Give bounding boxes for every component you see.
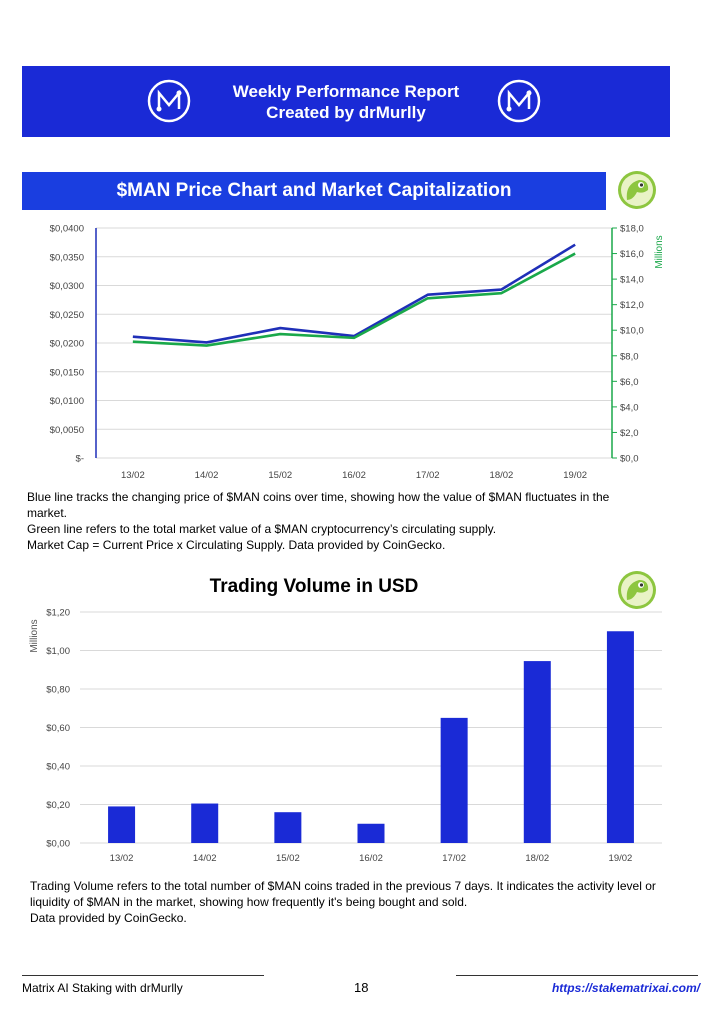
y2-tick-label: $14,0 (620, 275, 644, 286)
x-tick-label: 18/02 (490, 470, 514, 481)
x-tick-label: 14/02 (195, 470, 219, 481)
matrix-logo-icon (147, 79, 191, 123)
banner-title: Weekly Performance Report Created by drM… (233, 81, 459, 123)
volume-bar (274, 812, 302, 843)
y2-tick-label: $10,0 (620, 326, 644, 337)
price-marketcap-chart: $- $0,0050 $0,0100 $0,0150 $0,0200 $0,0250 $0,… (50, 224, 665, 482)
footer-divider (456, 975, 698, 976)
x-tick-label: 19/02 (609, 853, 633, 864)
y-tick-label: $0,0100 (50, 396, 84, 407)
y2-tick-label: $12,0 (620, 300, 644, 311)
y2-tick-label: $6,0 (620, 377, 639, 388)
y2-tick-label: $16,0 (620, 249, 644, 260)
y-tick-label: $1,20 (46, 608, 70, 619)
x-tick-label: 14/02 (193, 853, 217, 864)
y-tick-label: $0,00 (46, 839, 70, 850)
y-tick-label: $0,0250 (50, 310, 84, 321)
x-tick-label: 17/02 (442, 853, 466, 864)
y-tick-label: $0,20 (46, 800, 70, 811)
y-tick-label: $0,0050 (50, 425, 84, 436)
y-tick-label: $0,0300 (50, 281, 84, 292)
x-tick-label: 13/02 (110, 853, 134, 864)
y-tick-label: $0,0400 (50, 224, 84, 235)
y2-tick-label: $2,0 (620, 428, 639, 439)
caption-line: Trading Volume refers to the total numbe… (30, 879, 656, 909)
volume-bar (191, 803, 219, 843)
y-tick-label: $0,80 (46, 685, 70, 696)
footer-link[interactable]: https://stakematrixai.com/ (551, 981, 700, 995)
marketcap-series-line (132, 252, 576, 347)
y-tick-label: $1,00 (46, 646, 70, 657)
footer-divider (22, 975, 264, 976)
volume-bar (440, 717, 468, 843)
matrix-logo-icon (497, 79, 541, 123)
x-tick-label: 15/02 (276, 853, 300, 864)
y-tick-label: $0,0200 (50, 339, 84, 350)
price-series-line (132, 243, 576, 344)
footer-left-text: Matrix AI Staking with drMurlly (22, 981, 183, 995)
report-banner: Weekly Performance Report Created by drM… (22, 66, 670, 137)
caption-line: Data provided by CoinGecko. (30, 911, 187, 925)
volume-chart-caption: Trading Volume refers to the total numbe… (30, 878, 670, 926)
caption-line: Market Cap = Current Price x Circulating… (27, 538, 446, 552)
x-tick-label: 17/02 (416, 470, 440, 481)
x-tick-label: 13/02 (121, 470, 145, 481)
banner-line-2: Created by drMurlly (266, 102, 426, 122)
page-number: 18 (354, 980, 369, 995)
x-tick-label: 18/02 (525, 853, 549, 864)
y-tick-label: $0,40 (46, 762, 70, 773)
x-tick-label: 16/02 (359, 853, 383, 864)
y-tick-label: $0,0350 (50, 252, 84, 263)
volume-chart-title: Trading Volume in USD (209, 576, 419, 597)
x-tick-label: 19/02 (563, 470, 587, 481)
volume-bar (108, 806, 136, 843)
y2-tick-label: $0,0 (620, 454, 639, 465)
y2-tick-label: $8,0 (620, 351, 639, 362)
y-tick-label: $0,60 (46, 723, 70, 734)
price-chart-caption: Blue line tracks the changing price of $… (27, 489, 647, 553)
volume-bar (606, 631, 634, 843)
volume-bar (523, 661, 551, 843)
x-tick-label: 16/02 (342, 470, 366, 481)
caption-line: Green line refers to the total market va… (27, 522, 497, 536)
caption-line: Blue line tracks the changing price of $… (27, 490, 610, 520)
y-tick-label: $- (76, 454, 84, 465)
y2-tick-label: $18,0 (620, 224, 644, 235)
y-tick-label: $0,0150 (50, 367, 84, 378)
y2-axis-label: Millions (654, 235, 665, 268)
banner-line-1: Weekly Performance Report (232, 81, 460, 101)
price-chart-title: $MAN Price Chart and Market Capitalizati… (22, 172, 606, 210)
trading-volume-chart: $0,00 $0,20 $0,40 $0,60 $0,80 $1,00 $1,20 Milli… (29, 608, 662, 864)
coingecko-logo-icon (618, 571, 656, 609)
volume-bar (357, 823, 385, 843)
x-tick-label: 15/02 (268, 470, 292, 481)
y-axis-label: Millions (29, 619, 40, 652)
coingecko-logo-icon (618, 171, 656, 209)
y2-tick-label: $4,0 (620, 402, 639, 413)
